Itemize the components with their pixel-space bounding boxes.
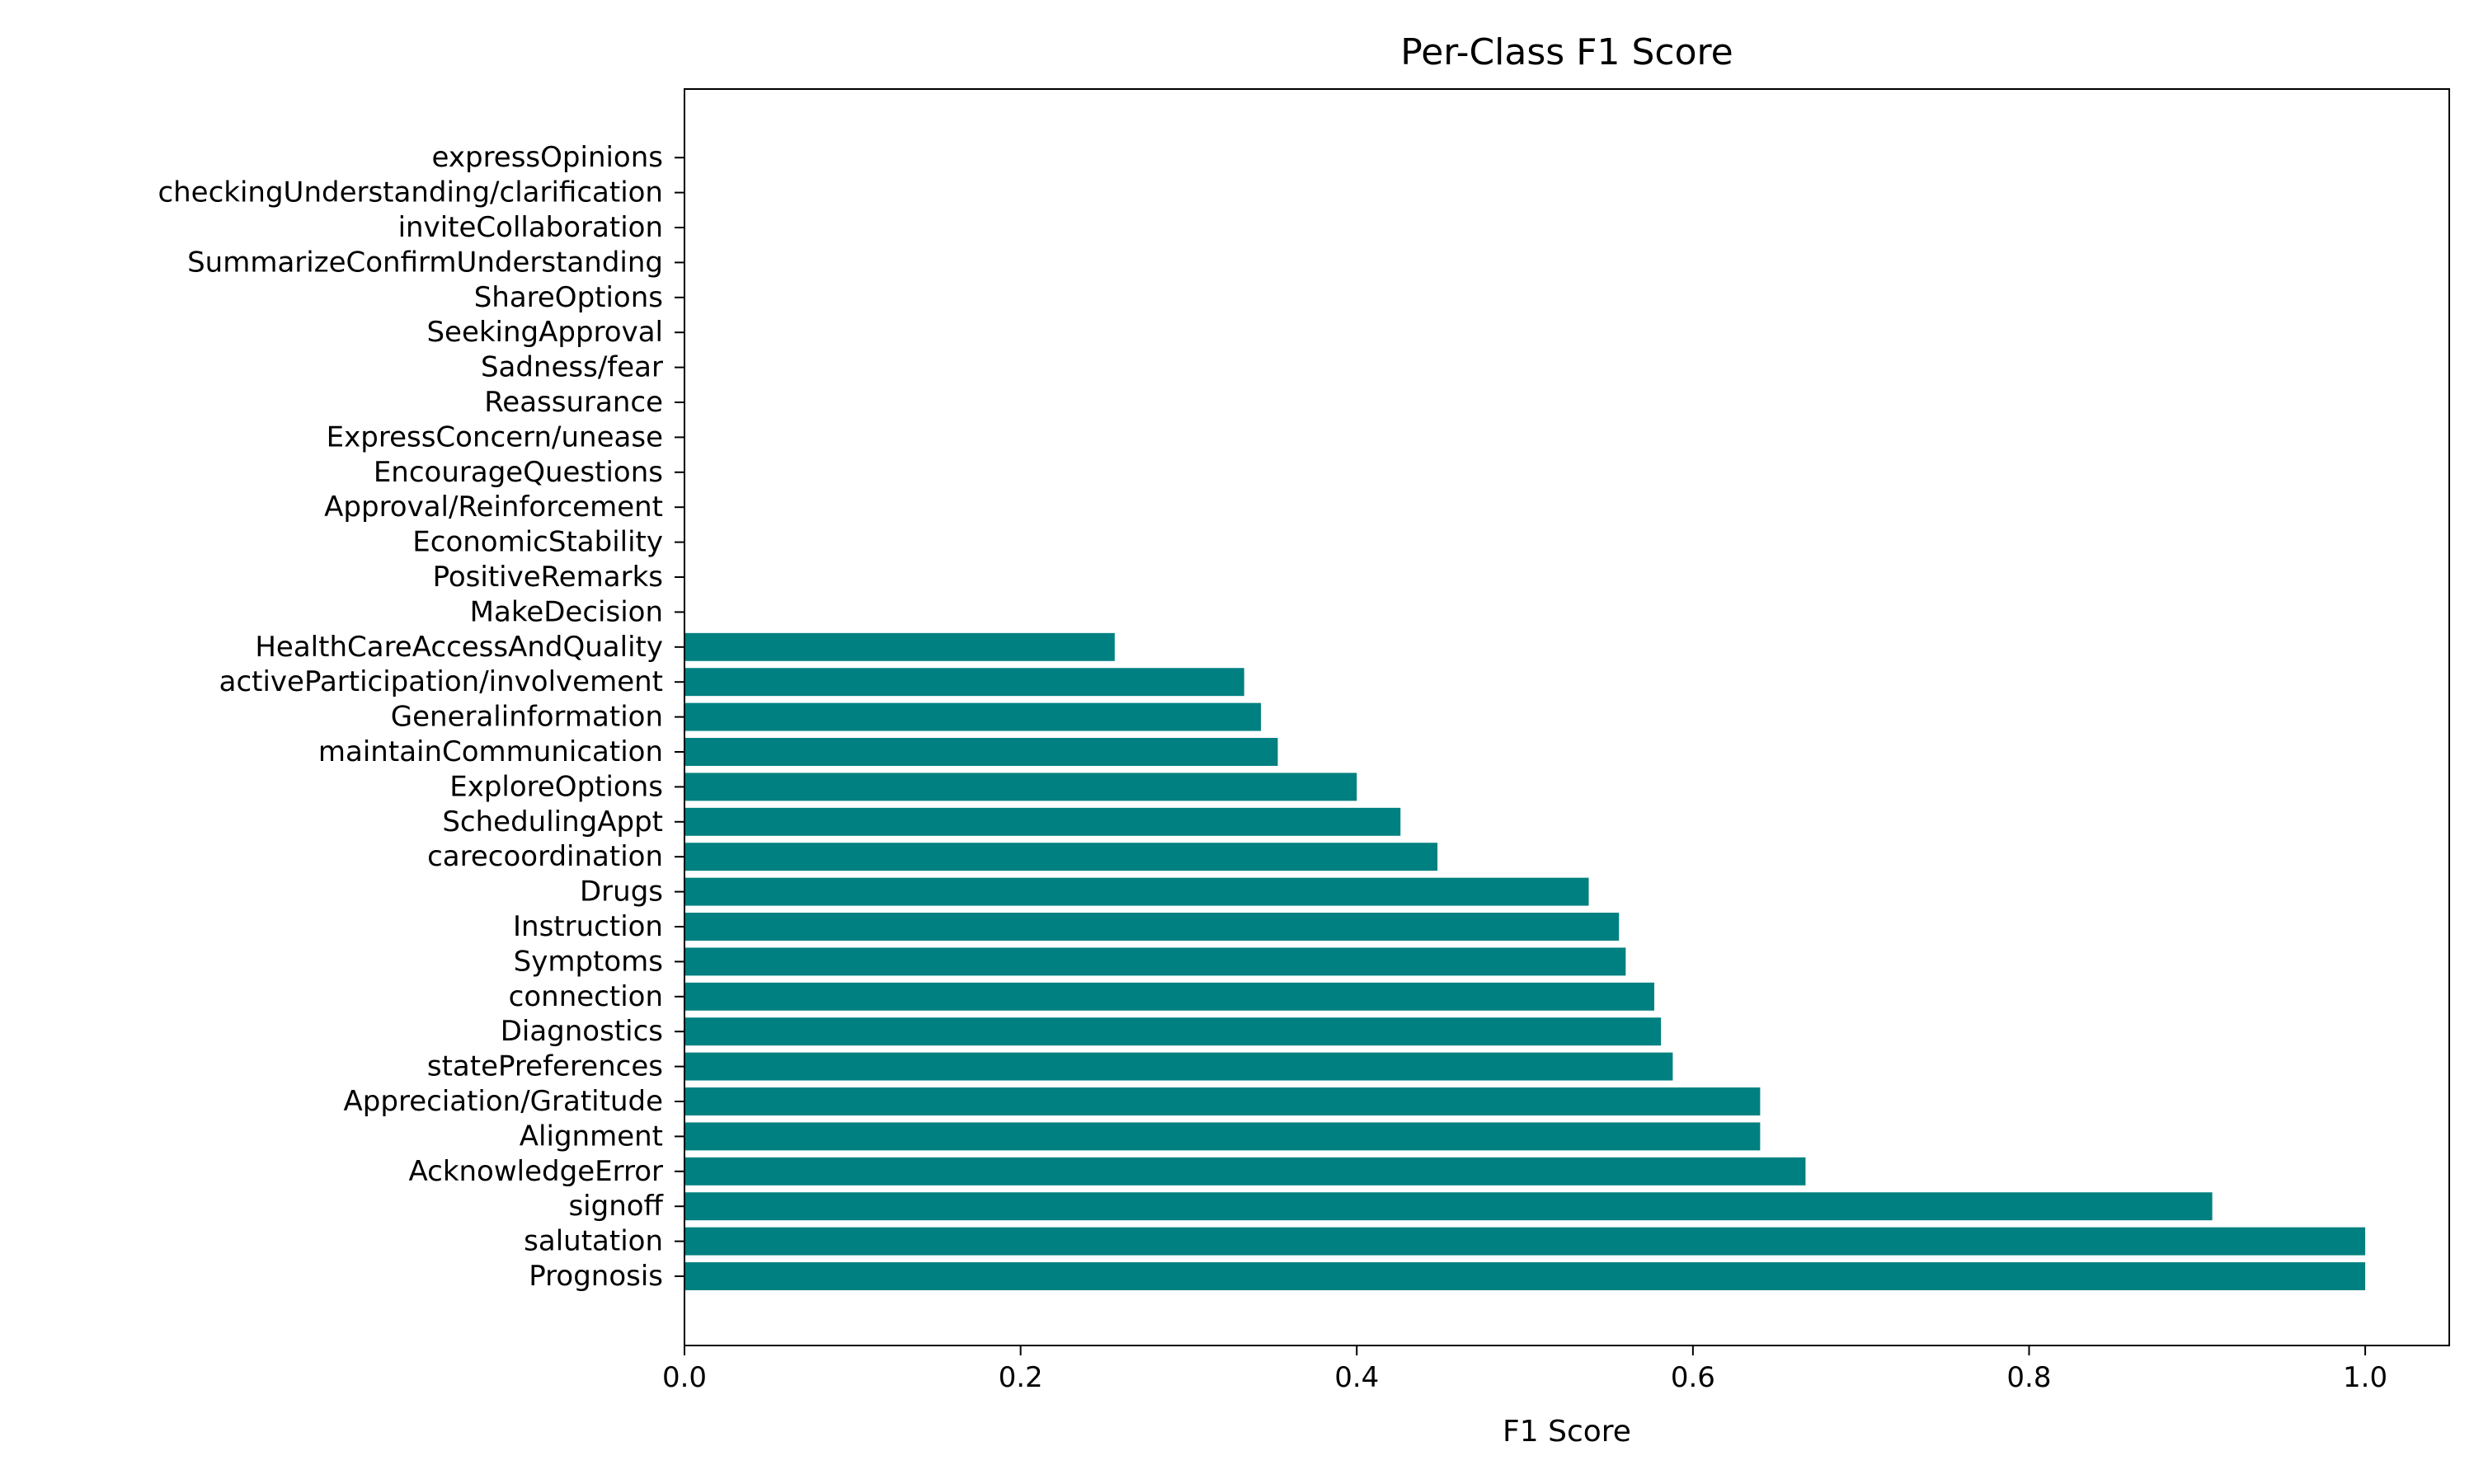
y-tick-label: maintainCommunication	[318, 735, 663, 768]
bar	[684, 1122, 1761, 1151]
y-tick-label: SeekingApproval	[426, 316, 663, 349]
y-tick-label: ShareOptions	[474, 281, 663, 314]
y-tick-label: Appreciation/Gratitude	[344, 1085, 663, 1118]
x-tick-label: 0.6	[1671, 1361, 1715, 1394]
y-tick-label: HealthCareAccessAndQuality	[255, 631, 663, 664]
bar	[684, 1262, 2366, 1290]
y-tick-label: Generalinformation	[391, 701, 663, 734]
y-tick-label: Symptoms	[514, 945, 663, 978]
y-tick-label: signoff	[568, 1190, 664, 1223]
bar	[684, 668, 1244, 697]
y-tick-label: EncourageQuestions	[374, 456, 663, 489]
x-axis-title: F1 Score	[1503, 1415, 1631, 1449]
bar	[684, 1227, 2366, 1256]
y-tick-label: EconomicStability	[412, 526, 663, 559]
bar	[684, 1192, 2213, 1221]
y-tick-label: Prognosis	[529, 1260, 663, 1293]
x-tick-label: 0.2	[999, 1361, 1043, 1394]
y-tick-label: inviteCollaboration	[398, 211, 663, 244]
y-tick-label: carecoordination	[427, 840, 663, 873]
bar	[684, 702, 1262, 731]
bar	[684, 877, 1589, 906]
y-tick-label: Instruction	[513, 910, 663, 943]
x-ticks-group: 0.0 0.2 0.4 0.6 0.8 1.0	[662, 1345, 2387, 1394]
bar	[684, 982, 1654, 1011]
bar	[684, 773, 1357, 801]
bar	[684, 632, 1115, 661]
y-tick-label: Diagnostics	[501, 1015, 663, 1048]
x-tick-label: 0.4	[1334, 1361, 1379, 1394]
y-tick-label: Approval/Reinforcement	[324, 491, 663, 524]
y-tick-label: ExploreOptions	[449, 770, 663, 803]
y-tick-label: ExpressConcern/unease	[327, 420, 663, 453]
bar	[684, 1087, 1761, 1115]
x-tick-label: 1.0	[2343, 1361, 2387, 1394]
x-tick-label: 0.0	[662, 1361, 707, 1394]
bar	[684, 738, 1278, 766]
y-tick-label: salutation	[524, 1225, 663, 1258]
bar	[684, 1017, 1662, 1046]
chart-title: Per-Class F1 Score	[1400, 31, 1733, 73]
y-ticks-group: PrognosissalutationsignoffAcknowledgeErr…	[158, 141, 684, 1293]
y-tick-label: Sadness/fear	[481, 351, 663, 384]
bar	[684, 913, 1620, 941]
y-tick-label: Drugs	[580, 876, 663, 909]
bar	[684, 947, 1626, 976]
y-tick-label: checkingUnderstanding/clarification	[158, 176, 663, 209]
y-tick-label: Alignment	[520, 1120, 663, 1153]
y-tick-label: expressOpinions	[432, 141, 663, 174]
y-tick-label: MakeDecision	[470, 595, 663, 628]
y-tick-label: PositiveRemarks	[433, 561, 663, 594]
bar	[684, 807, 1401, 836]
y-tick-label: activeParticipation/involvement	[219, 665, 663, 698]
y-tick-label: connection	[509, 980, 663, 1013]
bar	[684, 1157, 1806, 1186]
y-tick-label: SchedulingAppt	[442, 805, 663, 838]
bars-group	[684, 632, 2366, 1290]
y-tick-label: statePreferences	[427, 1050, 663, 1083]
y-tick-label: AcknowledgeError	[408, 1155, 663, 1188]
x-tick-label: 0.8	[2006, 1361, 2051, 1394]
bar	[684, 1052, 1673, 1081]
y-tick-label: Reassurance	[484, 386, 663, 419]
bar	[684, 843, 1438, 871]
plot-frame	[684, 88, 2450, 1346]
y-tick-label: SummarizeConfirmUnderstanding	[187, 246, 663, 279]
